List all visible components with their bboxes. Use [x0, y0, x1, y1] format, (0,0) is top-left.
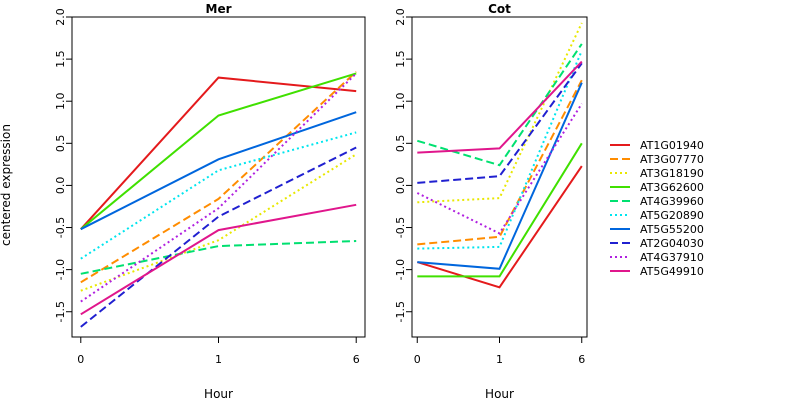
y-tick-label-mer: 2.0: [54, 8, 67, 26]
series-line-cot-at3g62600: [417, 142, 583, 278]
y-axis-label: centered expression: [0, 124, 13, 246]
plot-frame-mer: [71, 16, 366, 338]
panel-mer: Mer -1.5 -1.0 -0.5 0.0 0.5 1.0 1.5 2.0 0 1 6 Hour: [54, 2, 366, 400]
panel-title-cot: Cot: [488, 2, 511, 16]
x-axis-label-cot: Hour: [485, 387, 514, 400]
legend-label-at3g18190: AT3G18190: [640, 167, 704, 180]
series-line-cot-at3g07770: [417, 79, 583, 246]
series-line-mer-at4g39960: [80, 240, 357, 275]
series-line-cot-at5g55200: [417, 82, 583, 270]
x-axis-label-mer: Hour: [204, 387, 233, 400]
y-tick-label-cot: -1.0: [394, 259, 407, 280]
x-tick-label-cot: 6: [578, 353, 585, 366]
legend-label-at5g20890: AT5G20890: [640, 209, 704, 222]
legend: AT1G01940AT3G07770AT3G18190AT3G62600AT4G…: [610, 139, 704, 278]
panel-title-mer: Mer: [206, 2, 232, 16]
series-line-cot-at2g04030: [417, 62, 583, 184]
y-tick-label-mer: 0.0: [54, 177, 67, 195]
series-line-cot-at3g18190: [417, 22, 583, 204]
panel-cot: Cot -1.5 -1.0 -0.5 0.0 0.5 1.0 1.5 2.0 0 1 6 Hour: [394, 2, 588, 400]
legend-label-at3g07770: AT3G07770: [640, 153, 704, 166]
y-tick-label-cot: 0.5: [394, 135, 407, 153]
y-tick-label-mer: -1.5: [54, 301, 67, 322]
y-tick-label-mer: 1.5: [54, 50, 67, 68]
series-line-cot-at5g49910: [417, 60, 583, 154]
series-line-cot-at4g37910: [416, 103, 583, 235]
series-line-cot-at1g01940: [417, 165, 583, 289]
y-tick-label-cot: -0.5: [394, 217, 407, 238]
x-tick-label-mer: 6: [353, 353, 360, 366]
legend-label-at5g49910: AT5G49910: [640, 265, 704, 278]
x-tick-label-mer: 1: [215, 353, 222, 366]
series-line-mer-at5g55200: [80, 111, 357, 231]
legend-label-at2g04030: AT2G04030: [640, 237, 704, 250]
series-line-mer-at3g62600: [80, 72, 357, 230]
legend-label-at3g62600: AT3G62600: [640, 181, 704, 194]
x-tick-label-cot: 0: [414, 353, 421, 366]
y-tick-label-cot: 1.5: [394, 50, 407, 68]
y-tick-label-cot: 1.0: [394, 92, 407, 110]
y-tick-label-mer: 0.5: [54, 135, 67, 153]
series-line-mer-at1g01940: [80, 76, 357, 230]
y-tick-label-mer: -1.0: [54, 259, 67, 280]
series-line-mer-at2g04030: [80, 146, 357, 328]
legend-label-at4g39960: AT4G39960: [640, 195, 704, 208]
series-line-mer-at3g07770: [80, 70, 357, 284]
legend-label-at4g37910: AT4G37910: [640, 251, 704, 264]
x-tick-label-cot: 1: [496, 353, 503, 366]
y-tick-label-cot: 2.0: [394, 8, 407, 26]
y-tick-label-mer: 1.0: [54, 92, 67, 110]
y-tick-label-mer: -0.5: [54, 217, 67, 238]
y-tick-label-cot: -1.5: [394, 301, 407, 322]
x-tick-label-mer: 0: [77, 353, 84, 366]
series-line-mer-at4g37910: [80, 72, 357, 303]
y-tick-label-cot: 0.0: [394, 177, 407, 195]
series-line-cot-at4g39960: [417, 43, 583, 167]
legend-label-at5g55200: AT5G55200: [640, 223, 704, 236]
series-line-mer-at3g18190: [80, 153, 357, 292]
legend-label-at1g01940: AT1G01940: [640, 139, 704, 152]
series-line-mer-at5g49910: [80, 203, 357, 316]
series-line-cot-at5g20890: [417, 50, 583, 250]
